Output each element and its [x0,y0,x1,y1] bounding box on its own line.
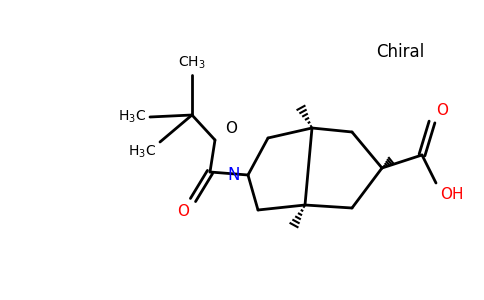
Text: H$_3$C: H$_3$C [118,109,146,125]
Text: H$_3$C: H$_3$C [128,144,156,160]
Text: Chiral: Chiral [376,43,424,61]
Text: OH: OH [440,187,464,202]
Text: O: O [225,121,237,136]
Text: O: O [177,204,189,219]
Text: CH$_3$: CH$_3$ [178,55,206,71]
Text: O: O [436,103,448,118]
Text: N: N [227,166,240,184]
